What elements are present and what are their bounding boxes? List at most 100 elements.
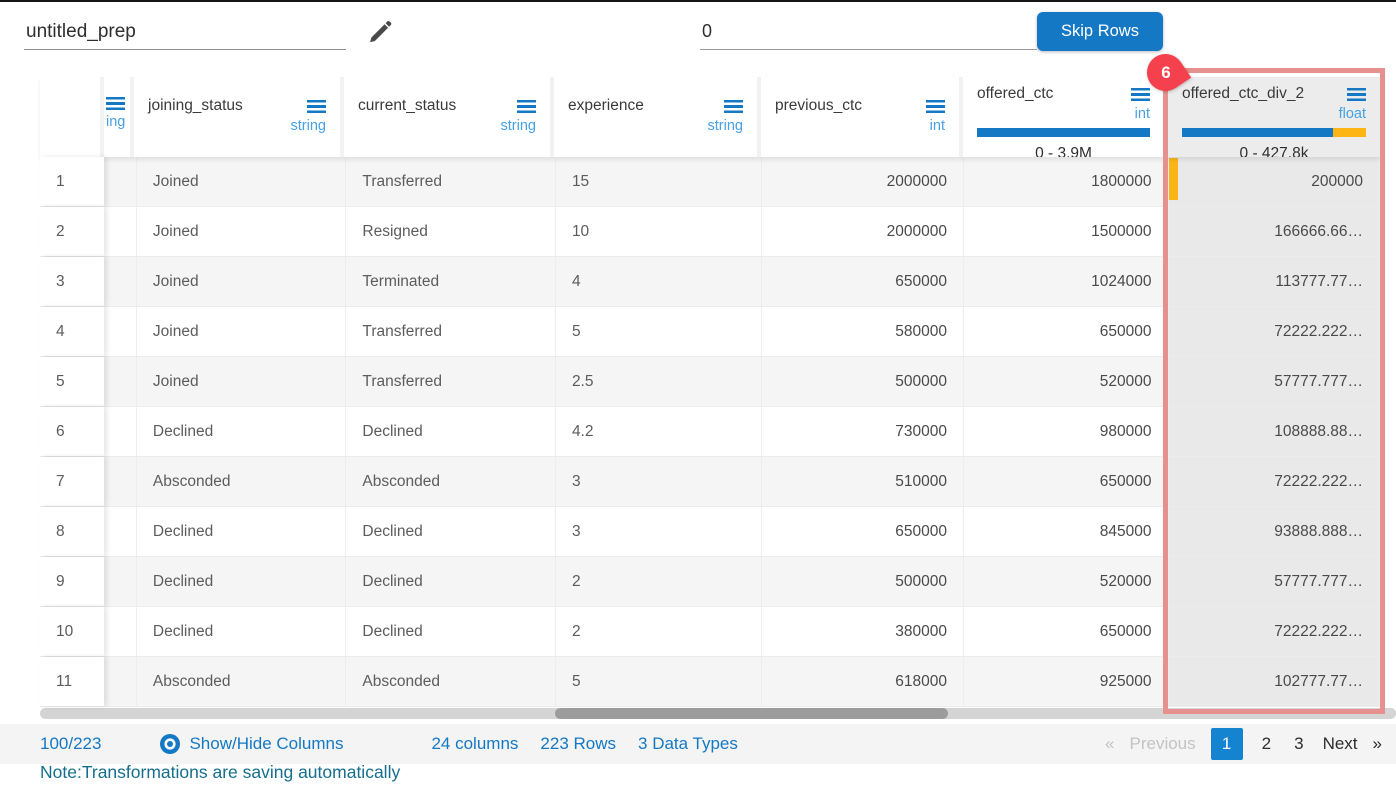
edit-pencil-icon[interactable] [366, 18, 394, 46]
table-row: 5 Joined Transferred 2.5 500000 520000 5… [40, 357, 1380, 407]
table-row: 9 Declined Declined 2 500000 520000 5777… [40, 557, 1380, 607]
header-row-number [40, 77, 104, 157]
data-types-count[interactable]: 3 Data Types [638, 734, 738, 753]
cell-current-status: Declined [346, 607, 556, 656]
header-offered-ctc[interactable]: offered_ctc int 0 - 3.9M [963, 77, 1168, 157]
header-truncated-column[interactable]: ing [104, 77, 134, 157]
cell-joining-status: Joined [137, 207, 347, 256]
header-experience[interactable]: experience string [554, 77, 761, 157]
column-type-label: float [1338, 106, 1366, 122]
row-number-cell: 5 [40, 357, 104, 406]
skip-rows-input[interactable] [700, 14, 1037, 50]
column-distribution-bar [977, 128, 1150, 137]
top-toolbar: Skip Rows [0, 2, 1396, 62]
cell-offered-ctc: 520000 [964, 357, 1169, 406]
cell-offered-ctc: 650000 [964, 607, 1169, 656]
bar-valid-segment [1182, 128, 1333, 137]
show-hide-columns-button[interactable]: Show/Hide Columns [159, 733, 343, 755]
pagination-page-3[interactable]: 3 [1294, 734, 1304, 753]
cell-experience: 4.2 [556, 407, 763, 456]
table-row: 2 Joined Resigned 10 2000000 1500000 166… [40, 207, 1380, 257]
column-type-label: int [1134, 106, 1150, 122]
cell-experience: 3 [556, 457, 763, 506]
row-number-cell: 9 [40, 557, 104, 606]
table-row: 4 Joined Transferred 5 580000 650000 722… [40, 307, 1380, 357]
column-menu-icon[interactable] [1347, 87, 1366, 101]
bar-valid-segment [977, 128, 1150, 137]
progress-counter: 100/223 [40, 734, 102, 753]
cell-joining-status: Declined [137, 407, 347, 456]
pagination-previous[interactable]: Previous [1129, 734, 1196, 753]
pagination-first-icon[interactable]: « [1105, 734, 1115, 753]
cell-current-status: Declined [346, 507, 556, 556]
column-distribution-bar [1182, 128, 1366, 137]
cell-joining-status: Declined [137, 607, 347, 656]
cell-current-status: Absconded [346, 457, 556, 506]
cell-offered-ctc: 925000 [964, 657, 1169, 706]
cell-experience: 5 [556, 657, 763, 706]
prep-name-input[interactable] [24, 14, 346, 50]
cell-offered-ctc-div-2: 113777.77… [1168, 257, 1380, 306]
pagination-next[interactable]: Next [1322, 734, 1358, 753]
cell-offered-ctc-div-2: 102777.77… [1168, 657, 1380, 706]
row-number-cell: 10 [40, 607, 104, 656]
cell-offered-ctc: 1500000 [964, 207, 1169, 256]
cell-previous-ctc: 500000 [762, 357, 964, 406]
cell-truncated [104, 407, 137, 456]
cell-previous-ctc: 2000000 [762, 157, 964, 206]
cell-previous-ctc: 580000 [762, 307, 964, 356]
column-type-label: string [290, 118, 326, 134]
cell-current-status: Resigned [346, 207, 556, 256]
cell-experience: 2 [556, 557, 763, 606]
column-menu-icon[interactable] [106, 97, 125, 110]
cell-joining-status: Declined [137, 507, 347, 556]
rows-count[interactable]: 223 Rows [540, 734, 617, 753]
skip-rows-button[interactable]: Skip Rows [1037, 12, 1163, 51]
cell-previous-ctc: 618000 [762, 657, 964, 706]
column-menu-icon[interactable] [517, 99, 536, 113]
data-table: ing joining_status string current_status… [40, 77, 1380, 707]
cell-truncated [104, 207, 137, 256]
pagination-page-1[interactable]: 1 [1210, 728, 1243, 760]
header-previous-ctc[interactable]: previous_ctc int [761, 77, 963, 157]
cell-current-status: Transferred [346, 357, 556, 406]
cell-current-status: Declined [346, 407, 556, 456]
column-type-label: string [500, 118, 536, 134]
column-menu-icon[interactable] [307, 99, 326, 113]
horizontal-scrollbar-thumb[interactable] [555, 708, 948, 719]
cell-truncated [104, 457, 137, 506]
column-menu-icon[interactable] [926, 99, 945, 113]
table-row: 3 Joined Terminated 4 650000 1024000 113… [40, 257, 1380, 307]
cell-joining-status: Joined [137, 357, 347, 406]
column-step-badge-number: 6 [1160, 62, 1171, 82]
table-row: 6 Declined Declined 4.2 730000 980000 10… [40, 407, 1380, 457]
columns-count[interactable]: 24 columns [431, 734, 519, 753]
pagination-last-icon[interactable]: » [1372, 734, 1382, 753]
column-menu-icon[interactable] [724, 99, 743, 113]
header-current-status[interactable]: current_status string [344, 77, 554, 157]
cell-joining-status: Declined [137, 557, 347, 606]
row-number-cell: 6 [40, 407, 104, 456]
table-row: 8 Declined Declined 3 650000 845000 9388… [40, 507, 1380, 557]
horizontal-scrollbar[interactable] [40, 708, 1396, 719]
cell-truncated [104, 157, 137, 206]
row-number-cell: 7 [40, 457, 104, 506]
pagination: « Previous 1 2 3 Next » [1105, 728, 1382, 760]
cell-truncated [104, 507, 137, 556]
cell-truncated [104, 357, 137, 406]
column-menu-icon[interactable] [1131, 87, 1150, 101]
pagination-page-2[interactable]: 2 [1261, 734, 1272, 753]
cell-previous-ctc: 650000 [762, 257, 964, 306]
cell-joining-status: Joined [137, 257, 347, 306]
cell-joining-status: Absconded [137, 457, 347, 506]
cell-experience: 10 [556, 207, 763, 256]
cell-truncated [104, 557, 137, 606]
column-type-label: int [929, 118, 945, 134]
bar-flagged-segment [1332, 128, 1366, 137]
cell-previous-ctc: 730000 [762, 407, 964, 456]
header-offered-ctc-div-2[interactable]: offered_ctc_div_2 float 0 - 427.8k [1168, 77, 1380, 157]
header-joining-status[interactable]: joining_status string [134, 77, 344, 157]
cell-offered-ctc: 1800000 [964, 157, 1169, 206]
cell-joining-status: Absconded [137, 657, 347, 706]
cell-previous-ctc: 510000 [762, 457, 964, 506]
